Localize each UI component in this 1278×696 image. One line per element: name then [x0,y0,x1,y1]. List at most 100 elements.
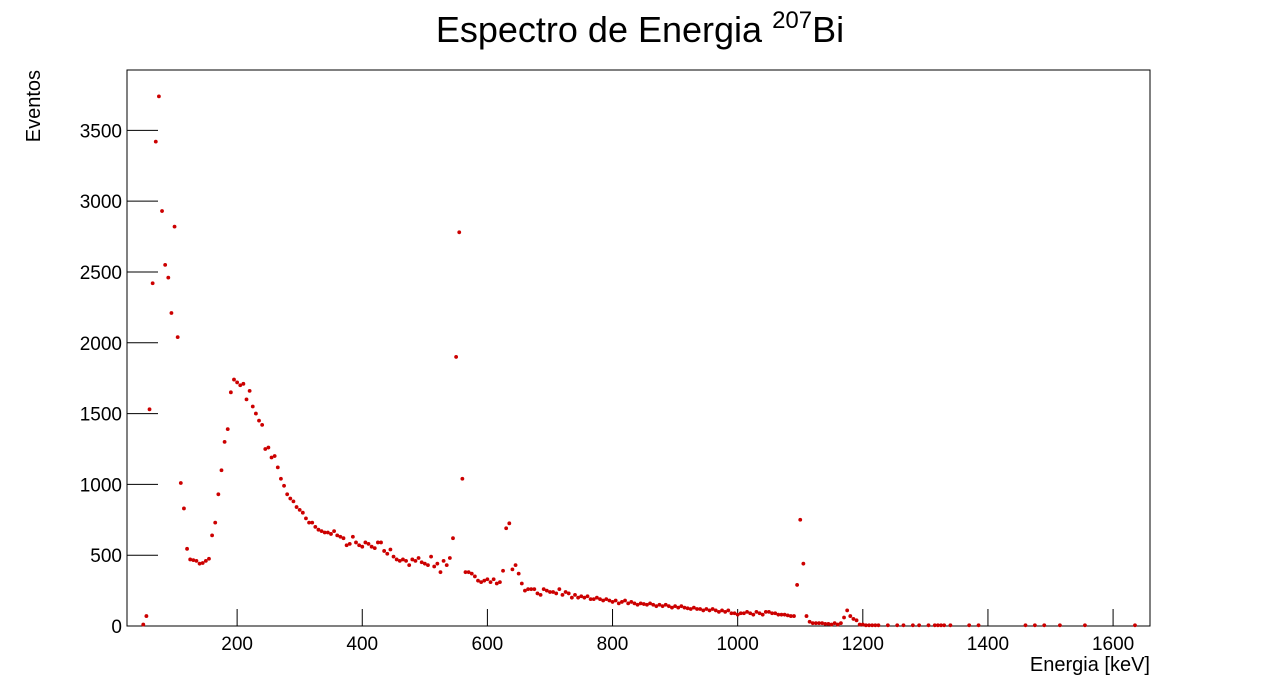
data-point [144,614,149,618]
data-point [757,611,762,616]
data-point [651,602,656,607]
data-point [363,540,368,545]
data-point [516,571,521,576]
data-point [188,557,193,562]
data-point [717,609,721,614]
data-point [679,604,684,609]
data-point [976,623,981,628]
data-point [310,520,315,525]
data-point [566,591,571,596]
data-point [441,558,446,563]
data-point [294,505,299,509]
data-point [770,611,774,616]
data-point [795,583,800,587]
data-point [839,621,843,626]
data-point [742,611,746,616]
data-point [638,601,643,606]
data-point [279,476,283,481]
data-point [513,563,518,568]
data-point [372,546,377,551]
data-point [541,587,546,592]
data-point [817,621,821,626]
data-point [623,598,627,603]
data-point [253,411,258,416]
data-point [185,546,189,551]
data-point [163,262,168,267]
data-point [554,591,559,596]
data-point [491,577,496,582]
data-point [729,611,734,616]
data-point [172,224,177,229]
data-point [447,556,452,560]
data-point [401,557,405,562]
data-point [325,530,330,535]
data-point [313,524,318,529]
data-point [707,608,712,613]
data-point [335,533,340,538]
data-point [438,570,443,575]
data-point [538,592,543,597]
data-point [216,492,221,497]
data-point [191,558,196,563]
data-point [225,427,230,432]
x-tick-label: 1200 [842,634,884,655]
data-point [851,617,856,621]
data-point [748,611,753,616]
data-point [926,623,931,628]
data-point [585,594,590,599]
data-point [738,611,743,616]
data-point [316,527,321,532]
data-point [272,454,277,458]
y-tick-label: 1500 [80,405,122,426]
y-tick-label: 1000 [80,475,122,496]
data-point [873,623,878,628]
data-point [207,556,211,561]
data-point [798,517,803,522]
data-point [494,581,499,586]
data-point [848,614,853,618]
data-point [416,556,421,560]
data-point [563,590,568,594]
data-point [153,139,158,144]
data-point [454,355,459,359]
data-point [457,230,462,235]
x-tick-label: 400 [346,634,378,655]
data-point [182,506,186,511]
data-point [820,621,825,626]
y-tick-label: 2500 [80,263,122,284]
data-point [845,608,850,613]
data-point [917,623,922,628]
data-point [676,605,681,610]
data-point [426,563,430,568]
y-tick-label: 3500 [80,121,122,142]
data-point [560,592,565,597]
data-point [648,601,652,606]
data-point [582,595,587,600]
data-point [607,598,612,603]
data-point [579,594,584,599]
data-point [773,611,778,616]
data-point [591,597,596,601]
data-point [864,623,868,628]
data-point [241,381,246,386]
data-point [1032,623,1037,628]
data-point [688,607,693,611]
data-point [379,540,383,545]
data-point [407,563,412,568]
data-point [601,598,606,603]
data-point [338,534,343,539]
data-point [939,623,943,628]
data-point [385,551,390,556]
data-point [594,595,599,600]
data-point [147,407,152,412]
data-point [779,612,784,617]
data-point [260,422,265,427]
data-point [419,560,424,565]
data-point [197,561,202,566]
data-point [723,609,728,614]
data-point [710,607,715,611]
y-tick-label: 3000 [80,192,122,213]
data-point [472,574,477,579]
data-point [673,604,678,609]
data-point [645,602,649,607]
